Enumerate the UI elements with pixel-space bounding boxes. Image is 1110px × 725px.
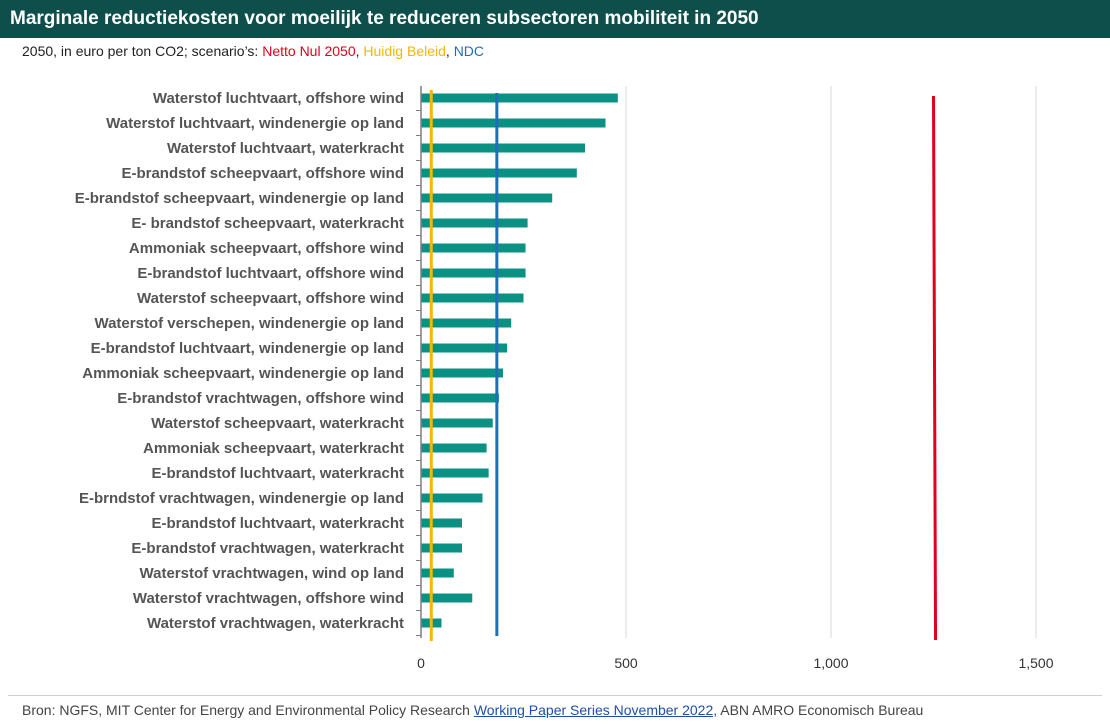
x-tick-label: 1,000 xyxy=(813,655,848,671)
title-bar: Marginale reductiekosten voor moeilijk t… xyxy=(0,0,1110,38)
bar-chart: 0 500 1,000 1,500 Waterstof luchtvaart, offs… xyxy=(75,86,1054,671)
bar xyxy=(421,193,553,203)
category-label: E-brandstof vrachtwagen, offshore wind xyxy=(117,390,404,407)
x-tick-label: 500 xyxy=(614,655,638,671)
bar xyxy=(421,418,493,428)
category-label: E-brandstof vrachtwagen, waterkracht xyxy=(131,540,404,557)
category-label: E-brandstof scheepvaart, windenergie op … xyxy=(75,190,404,207)
bar xyxy=(421,93,618,103)
category-label: Waterstof vrachtwagen, offshore wind xyxy=(133,590,404,607)
source-prefix: Bron: NGFS, MIT Center for Energy and En… xyxy=(22,702,474,718)
subtitle-separator: , xyxy=(445,43,454,59)
bar xyxy=(421,518,462,528)
category-label: Waterstof luchtvaart, offshore wind xyxy=(153,90,404,107)
bar xyxy=(421,318,512,328)
scenario-huidig-beleid: Huidig Beleid xyxy=(363,43,446,59)
bar xyxy=(421,568,454,578)
category-label: E-brandstof luchtvaart, waterkracht xyxy=(151,465,404,482)
category-label: E-brandstof luchtvaart, waterkracht xyxy=(151,515,404,532)
chart-title: Marginale reductiekosten voor moeilijk t… xyxy=(10,8,759,29)
category-label: E-brandstof scheepvaart, offshore wind xyxy=(121,165,404,182)
category-label: Waterstof vrachtwagen, wind op land xyxy=(140,565,404,582)
category-label: Waterstof verschepen, windenergie op lan… xyxy=(94,315,404,332)
bar xyxy=(421,393,499,403)
category-label: Waterstof luchtvaart, waterkracht xyxy=(167,140,404,157)
bar xyxy=(421,493,483,503)
category-label: E-brndstof vrachtwagen, windenergie op l… xyxy=(79,490,404,507)
x-tick-label: 0 xyxy=(417,655,425,671)
chart-area: 0 500 1,000 1,500 Waterstof luchtvaart, offs… xyxy=(0,78,1110,678)
category-label: Waterstof vrachtwagen, waterkracht xyxy=(147,615,404,632)
subtitle-separator: , xyxy=(355,43,364,59)
category-label: Waterstof scheepvaart, waterkracht xyxy=(151,415,404,432)
bar xyxy=(421,168,577,178)
category-label: Ammoniak scheepvaart, waterkracht xyxy=(143,440,404,457)
bar xyxy=(421,268,526,278)
scenario-ndc: NDC xyxy=(453,43,485,59)
category-label: Ammoniak scheepvaart, windenergie op lan… xyxy=(82,365,404,382)
bar xyxy=(421,593,473,603)
category-label: E-brandstof luchtvaart, windenergie op l… xyxy=(91,340,404,357)
bar xyxy=(421,118,606,128)
source-link[interactable]: Working Paper Series November 2022, xyxy=(473,702,718,718)
source-suffix: ABN AMRO Economisch Bureau xyxy=(717,702,924,718)
subtitle-prefix: 2050, in euro per ton CO2; scenario’s: xyxy=(22,43,263,59)
bar xyxy=(421,218,528,228)
bar xyxy=(421,543,462,553)
scenario-netto-nul: Netto Nul 2050 xyxy=(262,43,356,59)
x-tick-label: 1,500 xyxy=(1018,655,1053,671)
bar xyxy=(421,343,508,353)
bar xyxy=(421,368,503,378)
bar xyxy=(421,243,526,253)
category-label: Waterstof luchtvaart, windenergie op lan… xyxy=(106,115,404,132)
bar xyxy=(421,143,585,153)
category-label: Ammoniak scheepvaart, offshore wind xyxy=(129,240,404,257)
source-note: Bron: NGFS, MIT Center for Energy and En… xyxy=(22,702,923,718)
bar xyxy=(421,468,489,478)
reference-line-netto-nul xyxy=(932,95,938,641)
category-label: Waterstof scheepvaart, offshore wind xyxy=(137,290,404,307)
source-divider xyxy=(8,695,1102,696)
category-label: E-brandstof luchtvaart, offshore wind xyxy=(137,265,404,282)
bar xyxy=(421,293,524,303)
bar xyxy=(421,443,487,453)
category-label: E- brandstof scheepvaart, waterkracht xyxy=(131,215,404,232)
chart-subtitle: 2050, in euro per ton CO2; scenario’s: N… xyxy=(22,43,484,59)
